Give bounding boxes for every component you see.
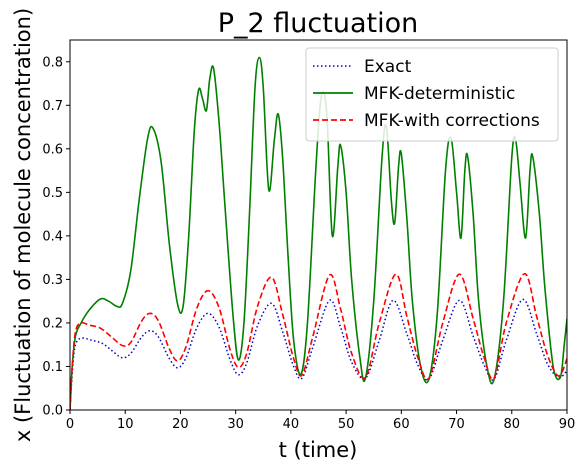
y-axis: 0.0 0.1 0.2 0.3 0.4 0.5 0.6 0.7 0.8 xyxy=(42,55,70,419)
x-tick-label: 20 xyxy=(172,417,189,432)
y-tick-label: 0.4 xyxy=(42,229,63,244)
y-tick-label: 0.1 xyxy=(42,360,63,375)
y-tick-label: 0.8 xyxy=(42,55,63,70)
y-tick-label: 0.5 xyxy=(42,186,63,201)
x-tick-label: 0 xyxy=(66,417,74,432)
chart-title: P_2 fluctuation xyxy=(218,8,418,39)
series-line-mfk-with-corrections xyxy=(70,272,567,410)
legend-label-mfk-with-corrections: MFK-with corrections xyxy=(364,111,540,131)
legend: Exact MFK-deterministic MFK-with correctio… xyxy=(305,47,559,142)
x-tick-label: 30 xyxy=(227,417,244,432)
x-tick-label: 40 xyxy=(283,417,300,432)
x-axis: 0 10 20 30 40 50 60 70 80 90 xyxy=(66,410,575,432)
legend-box xyxy=(305,47,559,142)
x-tick-label: 80 xyxy=(504,417,521,432)
y-tick-label: 0.6 xyxy=(42,142,63,157)
x-tick-label: 90 xyxy=(559,417,576,432)
x-tick-label: 10 xyxy=(117,417,134,432)
legend-label-mfk-deterministic: MFK-deterministic xyxy=(364,84,515,104)
x-tick-label: 70 xyxy=(448,417,465,432)
y-tick-label: 0.0 xyxy=(42,404,63,419)
legend-label-exact: Exact xyxy=(364,57,412,77)
x-tick-label: 50 xyxy=(338,417,355,432)
x-tick-label: 60 xyxy=(393,417,410,432)
y-tick-label: 0.7 xyxy=(42,99,63,114)
x-axis-label: t (time) xyxy=(279,438,358,462)
y-tick-label: 0.2 xyxy=(42,316,63,331)
y-axis-label: x (Fluctuation of molecule concentration… xyxy=(11,8,35,442)
y-tick-label: 0.3 xyxy=(42,273,63,288)
plot-frame xyxy=(69,39,568,411)
